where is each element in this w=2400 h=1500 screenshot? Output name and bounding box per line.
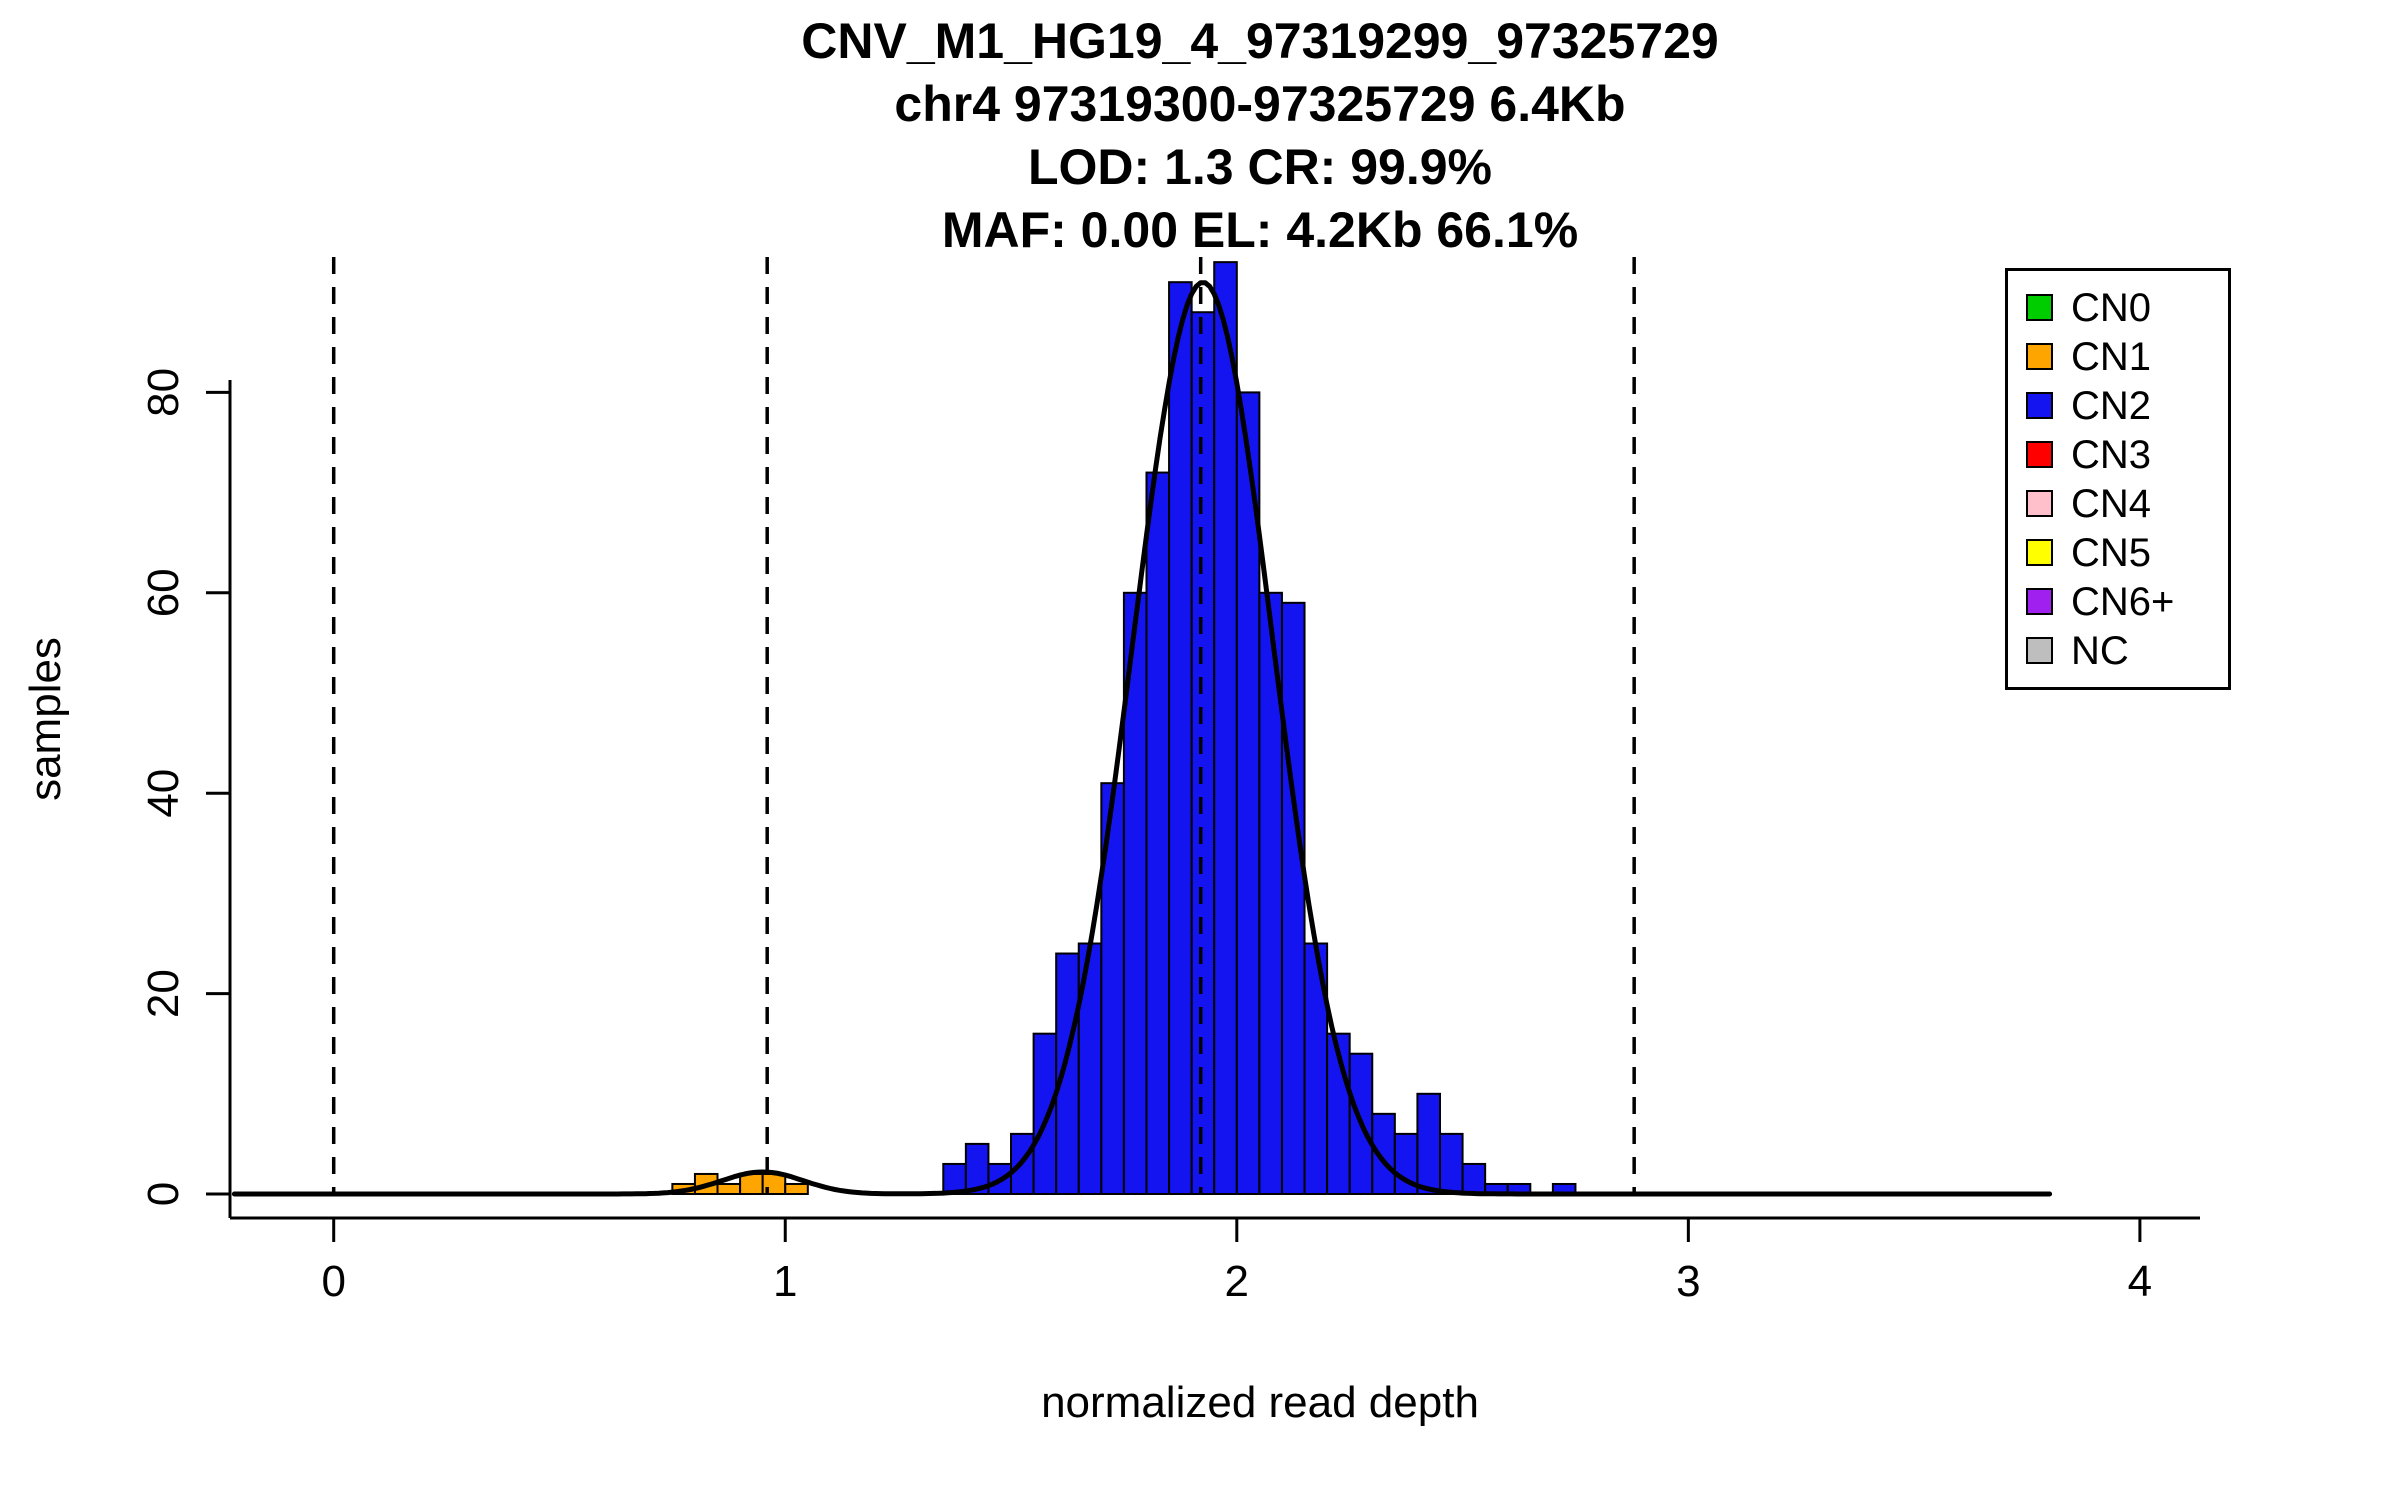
legend-swatch-icon — [2026, 294, 2053, 321]
legend-swatch-icon — [2026, 343, 2053, 370]
legend-label: CN4 — [2071, 481, 2152, 526]
x-tick-label: 4 — [2128, 1257, 2152, 1306]
y-tick-label: 40 — [139, 769, 188, 818]
histogram-bar-cn1 — [739, 1172, 764, 1195]
legend-label: CN3 — [2071, 432, 2152, 477]
histogram-bar-cn2 — [1213, 261, 1238, 1195]
legend-swatch-icon — [2026, 392, 2053, 419]
legend-item-cn6plus: CN6+ — [2026, 577, 2228, 626]
legend-item-cn3: CN3 — [2026, 430, 2228, 479]
y-tick-label: 60 — [139, 568, 188, 617]
x-tick-label: 0 — [321, 1257, 345, 1306]
legend: CN0 CN1 CN2 CN3 CN4 CN5 CN6+ NC — [2005, 268, 2231, 690]
x-tick-label: 3 — [1676, 1257, 1700, 1306]
legend-item-cn5: CN5 — [2026, 528, 2228, 577]
histogram-bar-cn2 — [1280, 601, 1306, 1195]
histogram-bar-cn2 — [1461, 1162, 1487, 1195]
plot-title-block: CNV_M1_HG19_4_97319299_97325729 chr4 973… — [230, 10, 2290, 262]
histogram-bar-cn1 — [716, 1182, 742, 1195]
legend-swatch-icon — [2026, 588, 2053, 615]
legend-label: CN2 — [2071, 383, 2152, 428]
legend-label: CN5 — [2071, 530, 2152, 575]
histogram-bar-cn2 — [1438, 1132, 1464, 1196]
title-line-2: chr4 97319300-97325729 6.4Kb — [894, 76, 1626, 132]
legend-swatch-icon — [2026, 539, 2053, 566]
title-line-1: CNV_M1_HG19_4_97319299_97325729 — [801, 13, 1719, 69]
y-tick-label: 0 — [139, 1182, 188, 1206]
title-line-4: MAF: 0.00 EL: 4.2Kb 66.1% — [941, 202, 1579, 258]
legend-item-cn2: CN2 — [2026, 381, 2228, 430]
histogram-bar-cn2 — [1145, 471, 1171, 1195]
histogram-bar-cn2 — [1032, 1032, 1058, 1196]
legend-item-cn1: CN1 — [2026, 332, 2228, 381]
legend-swatch-icon — [2026, 441, 2053, 468]
y-tick-label: 20 — [139, 969, 188, 1018]
histogram-bar-cn2 — [1168, 281, 1193, 1195]
y-tick-label: 80 — [139, 368, 188, 417]
legend-item-cn0: CN0 — [2026, 283, 2228, 332]
x-axis-label: normalized read depth — [1041, 1378, 1479, 1427]
legend-label: CN0 — [2071, 285, 2152, 330]
legend-swatch-icon — [2026, 637, 2053, 664]
y-axis-label: samples — [21, 637, 70, 801]
density-curve — [231, 280, 2053, 1197]
histogram-bar-cn2 — [1416, 1092, 1441, 1196]
legend-label: CN1 — [2071, 334, 2152, 379]
histogram-bar-cn1 — [784, 1182, 809, 1195]
x-tick-label: 1 — [773, 1257, 797, 1306]
legend-label: CN6+ — [2071, 579, 2175, 624]
legend-item-nc: NC — [2026, 626, 2228, 675]
legend-item-cn4: CN4 — [2026, 479, 2228, 528]
legend-swatch-icon — [2026, 490, 2053, 517]
legend-label: NC — [2071, 628, 2129, 673]
title-line-3: LOD: 1.3 CR: 99.9% — [1027, 139, 1492, 195]
x-tick-label: 2 — [1225, 1257, 1249, 1306]
histogram-bar-cn2 — [1190, 311, 1216, 1195]
